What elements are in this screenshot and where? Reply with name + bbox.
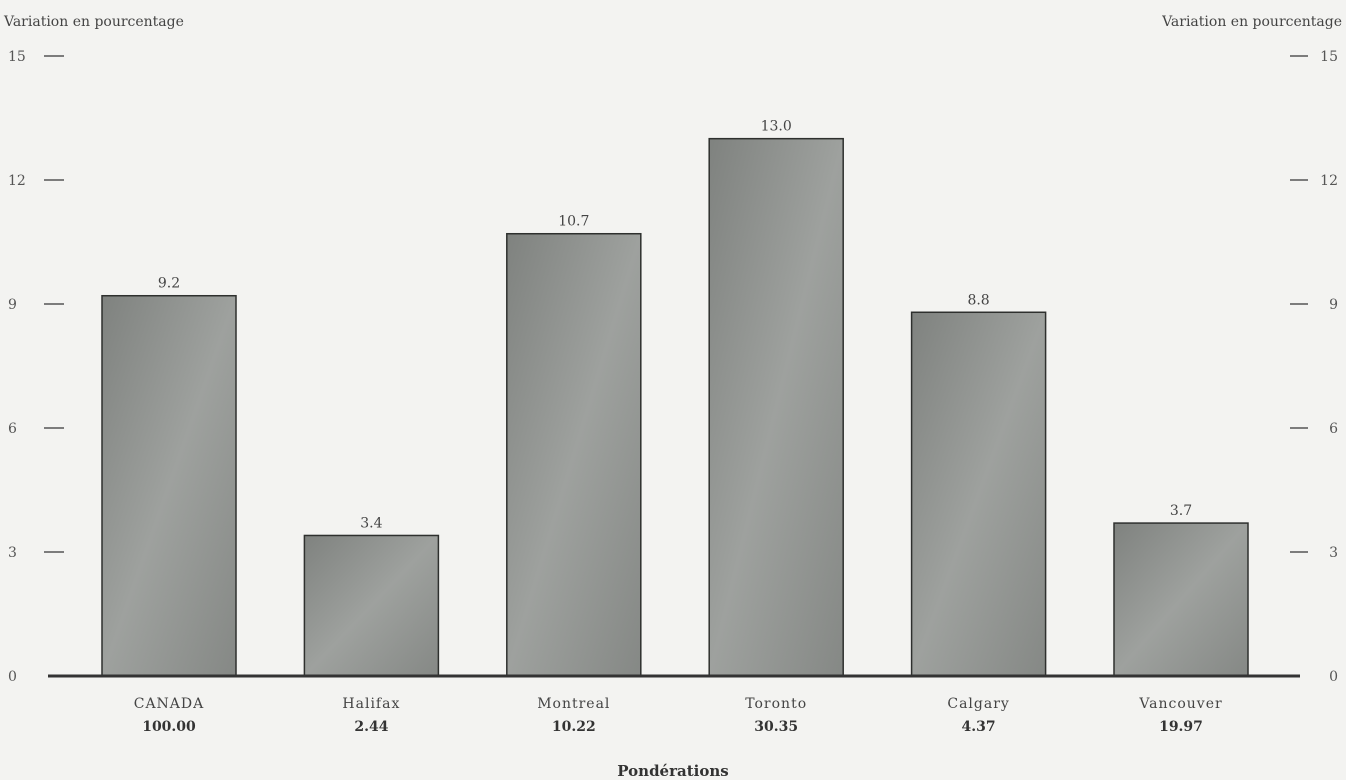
bar-value-label: 9.2 xyxy=(158,276,180,292)
y-tick-label-left: 15 xyxy=(8,49,26,65)
bar xyxy=(1113,522,1249,677)
x-axis-title: Pondérations xyxy=(617,762,728,780)
bar-value-label: 10.7 xyxy=(558,214,589,230)
bar-series: 9.2 3.4 10.7 13.0 8.8 3.7 xyxy=(101,119,1249,677)
y-tick-label-left: 3 xyxy=(8,545,17,561)
bar xyxy=(708,137,844,677)
y-tick-label-right: 0 xyxy=(1329,669,1338,685)
x-category-label: Montreal xyxy=(537,696,610,712)
bar xyxy=(101,294,237,677)
x-weight-label: 10.22 xyxy=(552,719,596,735)
bar xyxy=(506,232,642,677)
y-tick-label-right: 6 xyxy=(1329,421,1338,437)
x-axis-categories: CANADA 100.00 Halifax 2.44 Montreal 10.22 Toro… xyxy=(134,696,1222,735)
x-category-label: CANADA xyxy=(134,696,205,712)
x-weight-label: 100.00 xyxy=(142,719,196,735)
y-axis-right: 0 3 6 9 12 15 xyxy=(1290,49,1338,685)
y-tick-label-right: 9 xyxy=(1329,297,1338,313)
x-category-label: Calgary xyxy=(947,696,1009,712)
y-tick-label-left: 12 xyxy=(8,173,26,189)
y-tick-label-left: 9 xyxy=(8,297,17,313)
bar xyxy=(303,534,440,677)
bar-value-label: 13.0 xyxy=(761,119,792,135)
y-tick-label-left: 6 xyxy=(8,421,17,437)
x-weight-label: 30.35 xyxy=(754,719,798,735)
x-category-label: Halifax xyxy=(342,696,400,712)
x-weight-label: 2.44 xyxy=(354,719,388,735)
bar-value-label: 8.8 xyxy=(967,292,989,308)
bar xyxy=(910,311,1047,677)
y-tick-label-left: 0 xyxy=(8,669,17,685)
x-weight-label: 4.37 xyxy=(962,719,996,735)
x-category-label: Vancouver xyxy=(1138,696,1222,712)
bar-value-label: 3.7 xyxy=(1170,503,1192,519)
y-axis-title-left: Variation en pourcentage xyxy=(3,14,184,30)
bar-value-label: 3.4 xyxy=(360,515,382,531)
y-tick-label-right: 3 xyxy=(1329,545,1338,561)
x-category-label: Toronto xyxy=(745,696,807,712)
y-tick-label-right: 15 xyxy=(1320,49,1338,65)
y-axis-title-right: Variation en pourcentage xyxy=(1161,14,1342,30)
y-tick-label-right: 12 xyxy=(1320,173,1338,189)
y-axis-left: 0 3 6 9 12 15 xyxy=(8,49,64,685)
x-weight-label: 19.97 xyxy=(1159,719,1203,735)
